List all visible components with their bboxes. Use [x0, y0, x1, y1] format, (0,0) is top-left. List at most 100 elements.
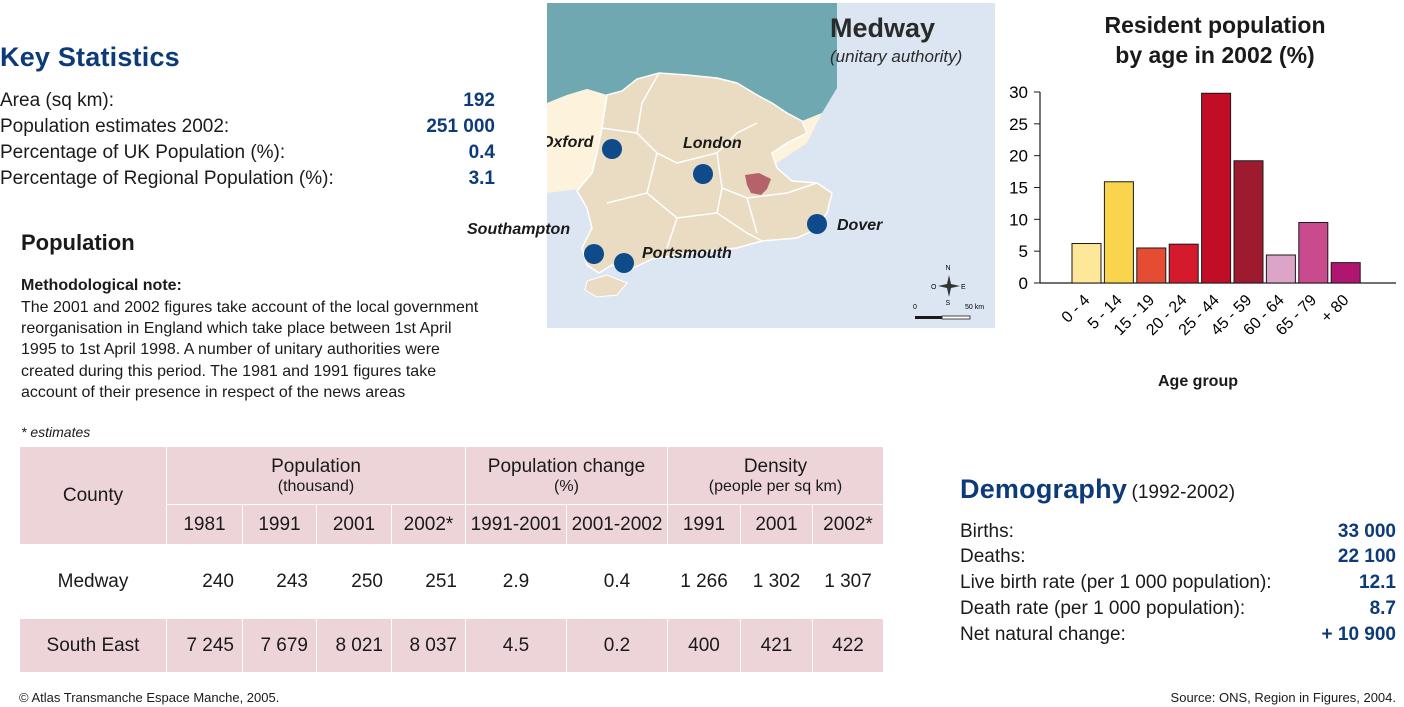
table-group-header-row: County Population (thousand) Population …: [19, 446, 884, 545]
group-header-sub: (thousand): [277, 477, 355, 495]
stat-row: Area (sq km): 192: [0, 90, 495, 116]
scale-bar: 0 50 km: [913, 304, 984, 320]
city-label-oxford: Oxford: [547, 134, 594, 151]
sub-header-cell: 1991-2001: [465, 504, 567, 545]
group-header-sub: (%): [554, 477, 579, 495]
sub-header-cell: 1991: [242, 504, 317, 545]
bar: [1233, 160, 1264, 284]
demography-title: Demography: [960, 474, 1128, 504]
city-label-southampton-outside: Southampton: [467, 221, 571, 238]
table-cell: 240: [166, 544, 243, 619]
y-tick-label: 10: [1009, 210, 1028, 229]
table-cell: 4.5: [465, 618, 567, 673]
region-map: N S E O 0 50 km: [547, 3, 995, 328]
compass-n: N: [946, 265, 951, 272]
demography-label: Deaths:: [960, 546, 1026, 567]
table-cell: 8 037: [391, 618, 466, 673]
demography-value: 12.1: [1359, 572, 1396, 593]
group-header-change: Population change (%): [465, 446, 668, 505]
compass-s: S: [946, 300, 951, 307]
table-cell: 7 679: [242, 618, 317, 673]
city-label-portsmouth: Portsmouth: [642, 245, 732, 262]
note-line: created during this period. The 1981 and…: [21, 362, 437, 380]
bar: [1103, 181, 1134, 284]
demography-row: Births: 33 000: [960, 521, 1396, 547]
map-title: Medway: [830, 13, 936, 43]
group-header-title: Density: [743, 455, 808, 477]
y-tick-label: 15: [1009, 179, 1028, 198]
copyright-footer: © Atlas Transmanche Espace Manche, 2005.: [19, 690, 280, 705]
compass-e: E: [961, 284, 966, 291]
chart-title-line: Resident population: [1104, 12, 1326, 38]
county-cell: South East: [19, 618, 167, 673]
sub-header-cell: 2002*: [391, 504, 466, 545]
stat-label: Population estimates 2002:: [0, 116, 230, 137]
table-cell: 1 302: [740, 544, 813, 619]
stat-label: Percentage of UK Population (%):: [0, 142, 286, 163]
table-cell: 251: [391, 544, 466, 619]
demography-value: 33 000: [1337, 521, 1396, 542]
stat-value: 251 000: [426, 116, 495, 137]
population-title: Population: [21, 230, 135, 255]
bar: [1298, 222, 1329, 284]
note-line: The 2001 and 2002 figures take account o…: [21, 299, 479, 316]
y-tick-label: 20: [1009, 147, 1028, 166]
methodological-note-text: The 2001 and 2002 figures take account o…: [21, 297, 521, 403]
estimates-note: * estimates: [21, 424, 91, 440]
population-table: County Population (thousand) Population …: [19, 446, 884, 673]
demography-row: Deaths: 22 100: [960, 546, 1396, 572]
scale-end-label: 50 km: [965, 304, 984, 311]
sub-header-cell: 2001: [316, 504, 392, 545]
map-subtitle: (unitary authority): [830, 47, 963, 66]
sub-header-cell: 2002*: [812, 504, 884, 545]
group-header-title: Population change: [487, 455, 646, 477]
isle-of-wight: [584, 274, 628, 298]
sub-header-cell: 2001: [740, 504, 813, 545]
table-cell: 0.4: [566, 544, 668, 619]
table-cell: 0.2: [566, 618, 668, 673]
table-cell: 8 021: [316, 618, 392, 673]
group-header-title: Population: [271, 455, 361, 477]
methodological-note-title: Methodological note:: [21, 277, 182, 294]
stat-row: Percentage of UK Population (%): 0.4: [0, 142, 495, 168]
stat-row: Percentage of Regional Population (%): 3…: [0, 168, 495, 194]
x-tick-label: + 80: [1318, 292, 1352, 326]
table-row: South East 7 245 7 679 8 021 8 037 4.5 0…: [19, 618, 884, 673]
stat-row: Population estimates 2002: 251 000: [0, 116, 495, 142]
demography-value: 8.7: [1369, 598, 1396, 619]
city-label-dover: Dover: [837, 217, 883, 234]
demography-label: Death rate (per 1 000 population):: [960, 598, 1246, 619]
y-tick-label: 0: [1019, 274, 1028, 293]
stat-label: Percentage of Regional Population (%):: [0, 168, 334, 189]
note-line: account of their presence in respect of …: [21, 383, 406, 401]
table-cell: 243: [242, 544, 317, 619]
medway-highlight: [745, 173, 771, 195]
chart-xlabel: Age group: [1158, 373, 1238, 390]
inner-boundaries: [601, 72, 818, 249]
bar: [1265, 254, 1296, 284]
compass-o: O: [931, 284, 937, 291]
source-footer: Source: ONS, Region in Figures, 2004.: [1170, 690, 1396, 705]
demography-value: + 10 900: [1321, 624, 1397, 645]
demography-label: Net natural change:: [960, 624, 1126, 645]
city-marker-portsmouth: [614, 253, 634, 273]
table-cell: 422: [812, 618, 884, 673]
demography-row: Death rate (per 1 000 population): 8.7: [960, 598, 1396, 624]
table-cell: 1 307: [812, 544, 884, 619]
demography-value: 22 100: [1337, 546, 1396, 567]
y-tick-label: 30: [1009, 83, 1028, 102]
table-cell: 250: [316, 544, 392, 619]
table-cell: 7 245: [166, 618, 243, 673]
table-cell: 1 266: [667, 544, 741, 619]
city-marker-london: [693, 164, 713, 184]
bar: [1071, 243, 1102, 284]
sub-header-cell: 1981: [166, 504, 243, 545]
sub-header-cell: 1991: [667, 504, 741, 545]
stat-value: 3.1: [468, 168, 495, 189]
y-tick-label: 25: [1009, 115, 1028, 134]
demography-row: Live birth rate (per 1 000 population): …: [960, 572, 1396, 598]
bar: [1330, 262, 1361, 284]
north-sea-right: [547, 3, 837, 73]
bar: [1168, 243, 1199, 284]
city-marker-oxford: [602, 139, 622, 159]
